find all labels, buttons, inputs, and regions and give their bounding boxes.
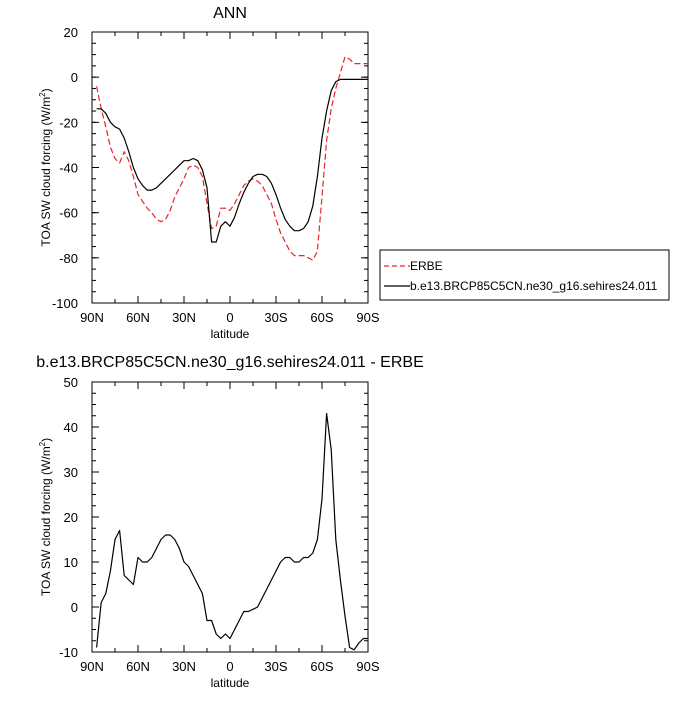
chart-panel-1: ANN 90N 60N 30N 0 30S 60S 90S 20 0 -20 -40 -60 -80 -10… [38, 5, 670, 341]
y-axis-label-end: ) [39, 438, 53, 442]
y-tick-label: 0 [71, 600, 78, 615]
y-tick-label: 50 [64, 375, 78, 390]
series-line-2 [96, 78, 368, 243]
x-tick-label: 30S [264, 310, 287, 325]
y-tick-label: -100 [52, 296, 78, 311]
x-tick-label: 90S [356, 310, 379, 325]
y-tick-label: 40 [64, 420, 78, 435]
series-line-1 [96, 56, 368, 261]
y-tick-label: -20 [59, 115, 78, 130]
y-tick-label: 20 [64, 25, 78, 40]
x-tick-label: 30N [172, 310, 196, 325]
y-tick-label: 0 [71, 70, 78, 85]
series-line-1 [96, 412, 368, 651]
x-tick-label: 90N [80, 659, 104, 674]
y-axis-label-end: ) [39, 88, 53, 92]
x-tick-label: 60S [310, 310, 333, 325]
x-tick-label: 0 [226, 659, 233, 674]
x-tick-label: 90N [80, 310, 104, 325]
y-tick-label: -60 [59, 206, 78, 221]
y-tick-label: -80 [59, 251, 78, 266]
y-axis-label-main: TOA SW cloud forcing (W/m [39, 97, 53, 247]
x-tick-label: 60N [126, 310, 150, 325]
chart-title: ANN [213, 5, 247, 22]
y-tick-label: 20 [64, 510, 78, 525]
y-axis-label-sup: 2 [38, 92, 47, 97]
x-axis-label: latitude [211, 327, 250, 341]
x-tick-label: 30N [172, 659, 196, 674]
y-axis-label: TOA SW cloud forcing (W/m2) [38, 438, 53, 596]
legend-entry: b.e13.BRCP85C5CN.ne30_g16.sehires24.011 [410, 279, 658, 293]
chart-title: b.e13.BRCP85C5CN.ne30_g16.sehires24.011 … [36, 354, 424, 371]
y-axis-label-sup: 2 [38, 441, 47, 446]
legend-entry: ERBE [410, 259, 443, 273]
x-tick-label: 60N [126, 659, 150, 674]
y-axis-label: TOA SW cloud forcing (W/m2) [38, 88, 53, 246]
chart-panel-2: b.e13.BRCP85C5CN.ne30_g16.sehires24.011 … [36, 354, 424, 690]
y-tick-label: 10 [64, 555, 78, 570]
y-tick-label: -40 [59, 161, 78, 176]
x-tick-label: 60S [310, 659, 333, 674]
y-tick-label: -10 [59, 645, 78, 660]
legend: ERBE b.e13.BRCP85C5CN.ne30_g16.sehires24.… [379, 249, 670, 301]
y-tick-label: 30 [64, 465, 78, 480]
x-tick-label: 90S [356, 659, 379, 674]
y-axis-label-main: TOA SW cloud forcing (W/m [39, 446, 53, 596]
x-tick-label: 30S [264, 659, 287, 674]
x-axis-label: latitude [211, 676, 250, 690]
legend-box [379, 249, 670, 301]
x-tick-label: 0 [226, 310, 233, 325]
